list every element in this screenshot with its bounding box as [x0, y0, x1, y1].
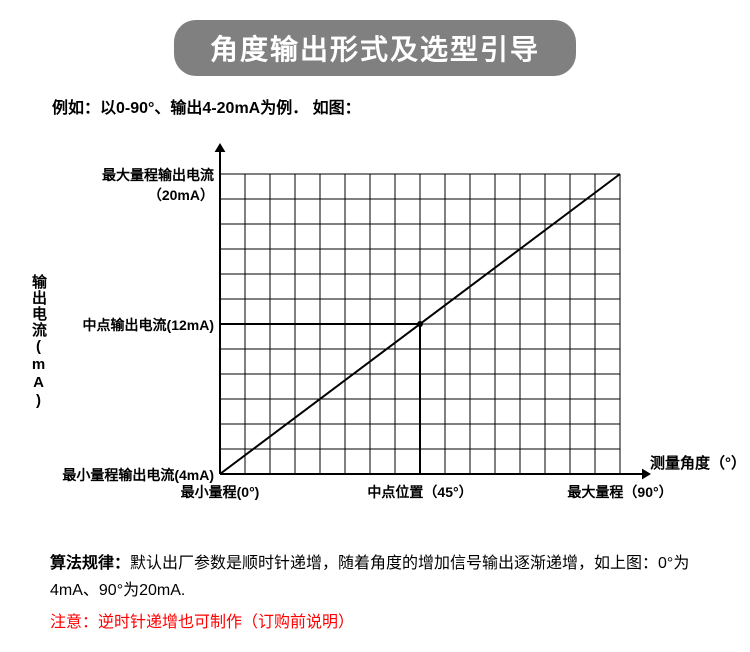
chart-container: 输出电流(mA) 最大量程输出电流（20mA）中点输出电流(12mA)最小量程输…	[0, 134, 750, 534]
x-tick-label: 最小量程(0°)	[160, 482, 280, 502]
note-title: 注意：	[50, 614, 98, 631]
rule-title: 算法规律：	[50, 555, 130, 572]
example-line: 例如：以0-90°、输出4-20mA为例． 如图：	[52, 94, 750, 118]
x-axis-title: 测量角度（°）	[650, 452, 746, 473]
rule-body: 默认出厂参数是顺时针递增，随着角度的增加信号输出逐渐递增，如上图：0°为4mA、…	[50, 555, 689, 599]
x-tick-label: 中点位置（45°）	[360, 482, 480, 502]
y-tick-label: 最大量程输出电流（20mA）	[52, 165, 214, 205]
note-line: 注意：逆时针递增也可制作（订购前说明）	[50, 608, 700, 632]
x-tick-label: 最大量程（90°）	[560, 482, 680, 502]
y-tick-label: 中点输出电流(12mA)	[52, 315, 214, 335]
page-title: 角度输出形式及选型引导	[174, 20, 576, 76]
algorithm-rule: 算法规律：默认出厂参数是顺时针递增，随着角度的增加信号输出逐渐递增，如上图：0°…	[50, 550, 700, 604]
note-body: 逆时针递增也可制作（订购前说明）	[98, 614, 354, 631]
